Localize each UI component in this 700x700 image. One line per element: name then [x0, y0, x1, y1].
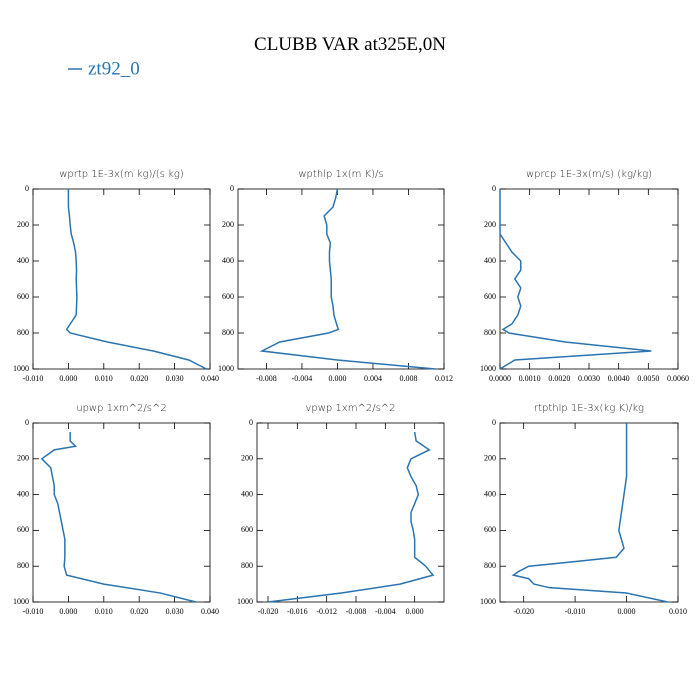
y-tick-label: 600 — [17, 525, 29, 534]
y-tick-label: 1000 — [13, 597, 29, 606]
x-tick-label: 0.010 — [669, 607, 687, 616]
x-tick-label: 0.0000 — [489, 374, 511, 383]
y-tick-label: 0 — [230, 184, 234, 193]
x-tick-label: -0.012 — [316, 607, 337, 616]
x-tick-label: 0.0030 — [578, 374, 600, 383]
x-tick-label: -0.008 — [346, 607, 367, 616]
y-tick-label: 200 — [484, 454, 496, 463]
y-tick-label: 400 — [241, 489, 253, 498]
panel-title: wpthlp 1x(m K)/s — [298, 169, 383, 180]
y-tick-label: 400 — [222, 256, 234, 265]
y-tick-label: 600 — [484, 525, 496, 534]
panel-title: wprcp 1E-3x(m/s) (kg/kg) — [526, 169, 652, 180]
y-tick-label: 600 — [241, 525, 253, 534]
y-tick-label: 400 — [484, 256, 496, 265]
x-tick-label: 0.004 — [364, 374, 382, 383]
y-tick-label: 600 — [17, 292, 29, 301]
profile-line — [65, 189, 207, 370]
panel-title: upwp 1xm^2/s^2 — [76, 403, 166, 414]
x-tick-label: -0.016 — [287, 607, 308, 616]
y-tick-label: 1000 — [218, 364, 234, 373]
legend-label: zt92_0 — [88, 58, 140, 79]
x-tick-label: 0.0060 — [667, 374, 689, 383]
y-tick-label: 1000 — [13, 364, 29, 373]
plot-frame — [256, 422, 445, 603]
y-tick-label: 200 — [484, 220, 496, 229]
panel-title: rtpthlp 1E-3x(kg K)/kg — [534, 403, 644, 414]
x-tick-label: -0.020 — [513, 607, 534, 616]
x-tick-label: 0.030 — [166, 607, 184, 616]
x-tick-label: 0.000 — [59, 607, 77, 616]
x-tick-label: -0.010 — [23, 374, 44, 383]
x-tick-label: 0.0040 — [608, 374, 630, 383]
x-tick-label: -0.004 — [292, 374, 313, 383]
y-tick-label: 800 — [241, 561, 253, 570]
x-tick-label: 0.0020 — [548, 374, 570, 383]
x-tick-label: -0.020 — [258, 607, 279, 616]
profile-line — [259, 188, 436, 370]
y-tick-label: 800 — [484, 328, 496, 337]
x-tick-label: -0.010 — [23, 607, 44, 616]
y-tick-label: 800 — [484, 561, 496, 570]
x-tick-label: 0.0050 — [637, 374, 659, 383]
y-tick-label: 400 — [17, 489, 29, 498]
panel-title: vpwp 1xm^2/s^2 — [305, 403, 395, 414]
x-tick-label: 0.000 — [406, 607, 424, 616]
y-tick-label: 0 — [25, 184, 29, 193]
profile-line — [511, 423, 668, 603]
x-tick-label: -0.010 — [565, 607, 586, 616]
x-tick-label: 0.010 — [95, 374, 113, 383]
x-tick-label: 0.040 — [201, 607, 219, 616]
y-tick-label: 600 — [222, 292, 234, 301]
y-tick-label: 1000 — [237, 597, 253, 606]
x-tick-label: 0.000 — [328, 374, 346, 383]
y-tick-label: 200 — [17, 454, 29, 463]
x-tick-label: 0.0010 — [519, 374, 541, 383]
y-tick-label: 600 — [484, 292, 496, 301]
y-tick-label: 400 — [17, 256, 29, 265]
y-tick-label: 200 — [17, 220, 29, 229]
plot-frame — [499, 422, 679, 603]
x-tick-label: 0.012 — [435, 374, 453, 383]
y-tick-label: 800 — [222, 328, 234, 337]
x-tick-label: 0.030 — [166, 374, 184, 383]
y-tick-label: 200 — [222, 220, 234, 229]
x-tick-label: 0.040 — [201, 374, 219, 383]
y-tick-label: 400 — [484, 489, 496, 498]
x-tick-label: -0.004 — [375, 607, 396, 616]
x-tick-label: -0.008 — [256, 374, 277, 383]
x-tick-label: 0.020 — [130, 607, 148, 616]
figure-title: CLUBB VAR at325E,0N — [254, 34, 446, 55]
panel-title: wprtp 1E-3x(m kg)/(s kg) — [59, 169, 184, 180]
plot-frame — [237, 188, 445, 370]
plot-frame — [32, 422, 211, 603]
x-tick-label: 0.008 — [399, 374, 417, 383]
x-tick-label: 0.010 — [95, 607, 113, 616]
x-tick-label: 0.020 — [130, 374, 148, 383]
y-tick-label: 1000 — [480, 364, 496, 373]
y-tick-label: 0 — [25, 418, 29, 427]
y-tick-label: 0 — [492, 418, 496, 427]
x-tick-label: 0.000 — [59, 374, 77, 383]
y-tick-label: 800 — [17, 328, 29, 337]
y-tick-label: 0 — [492, 184, 496, 193]
y-tick-label: 0 — [249, 418, 253, 427]
profile-line — [499, 189, 652, 370]
y-tick-label: 1000 — [480, 597, 496, 606]
profile-line — [267, 431, 435, 603]
profile-line — [40, 431, 197, 603]
plot-frame — [32, 188, 211, 370]
y-tick-label: 200 — [241, 454, 253, 463]
x-tick-label: 0.000 — [618, 607, 636, 616]
y-tick-label: 800 — [17, 561, 29, 570]
